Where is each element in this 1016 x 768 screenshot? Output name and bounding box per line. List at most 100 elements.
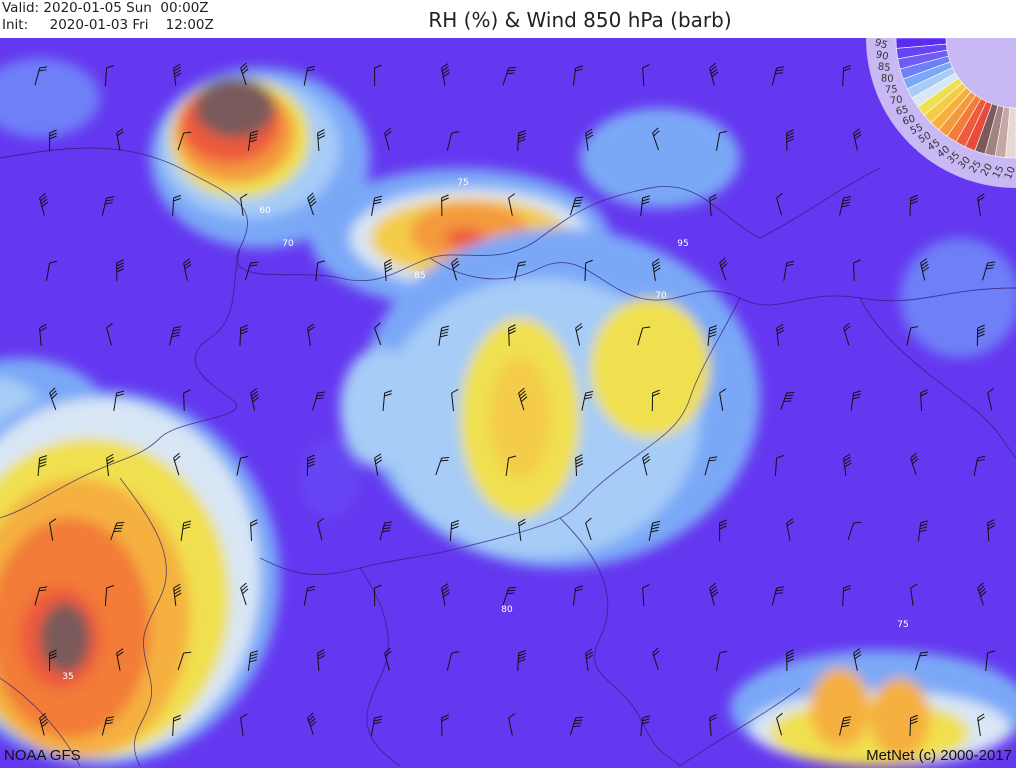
- wind-barb: [581, 391, 594, 411]
- wind-barb: [640, 195, 651, 216]
- wind-barb: [917, 520, 929, 541]
- legend-label: 50: [917, 130, 933, 146]
- legend-label: 95: [873, 38, 888, 52]
- rh-region: [590, 298, 710, 438]
- wind-barb: [307, 323, 315, 346]
- wind-barb: [843, 453, 852, 476]
- wind-barb: [776, 323, 785, 346]
- wind-barb: [502, 66, 517, 86]
- init-time: 2020-01-03 Fri 12:00Z: [49, 17, 214, 33]
- wind-barb: [508, 193, 516, 216]
- wind-barb: [780, 391, 795, 411]
- wind-barb: [173, 452, 181, 476]
- wind-barb: [514, 261, 527, 281]
- wind-barb: [973, 455, 986, 476]
- wind-barb: [449, 520, 459, 541]
- wind-barb: [518, 518, 526, 541]
- wind-barb: [49, 387, 58, 411]
- wind-barb: [370, 715, 383, 736]
- wind-barb: [183, 389, 191, 412]
- wind-barb: [307, 712, 317, 736]
- wind-barb: [49, 518, 57, 541]
- wind-barb: [508, 324, 516, 347]
- wind-barb: [180, 520, 192, 541]
- wind-barb: [169, 326, 182, 346]
- legend-label: 60: [901, 113, 916, 127]
- wind-barb: [987, 387, 994, 411]
- wind-barb: [37, 455, 48, 476]
- wind-barb: [382, 390, 393, 411]
- map-title: RH (%) & Wind 850 hPa (barb): [428, 8, 732, 32]
- wind-barb: [39, 192, 49, 216]
- wind-barb: [317, 649, 326, 671]
- wind-barb: [786, 129, 794, 152]
- wind-barb: [438, 325, 450, 346]
- wind-barb: [517, 649, 526, 672]
- wind-barb: [774, 455, 784, 476]
- wind-barb: [441, 714, 449, 737]
- wind-barb: [34, 66, 48, 86]
- wind-barb: [839, 716, 852, 736]
- wind-barb: [709, 62, 719, 86]
- wind-barb: [909, 194, 918, 217]
- wind-barb: [247, 130, 259, 151]
- wind-barb: [786, 518, 794, 541]
- wind-barb: [709, 713, 717, 736]
- wind-barb: [441, 63, 450, 86]
- wind-barb: [312, 391, 326, 411]
- contour-label: 35: [62, 672, 73, 682]
- rh-region: [580, 108, 740, 208]
- legend-label: 75: [885, 84, 898, 96]
- wind-barb: [977, 713, 985, 736]
- wind-barb: [572, 585, 584, 606]
- wind-barb: [435, 456, 450, 476]
- wind-barb: [771, 66, 785, 86]
- wind-barb: [239, 324, 248, 347]
- wind-barb: [648, 520, 661, 541]
- rh-region: [810, 668, 870, 748]
- wind-barb: [110, 521, 125, 541]
- wind-barb: [451, 388, 459, 411]
- wind-barb: [517, 129, 526, 152]
- wind-barb: [642, 452, 651, 476]
- wind-barb: [446, 131, 460, 151]
- wind-barb: [250, 388, 260, 411]
- wind-barb: [374, 584, 382, 606]
- wind-barb: [569, 716, 584, 736]
- wind-barb: [236, 456, 249, 476]
- legend-label: 10: [1003, 165, 1016, 181]
- source-label: NOAA GFS: [4, 747, 81, 764]
- wind-barb: [642, 64, 650, 86]
- wind-barb: [303, 585, 316, 606]
- wind-barb: [909, 714, 918, 737]
- wind-barb: [106, 453, 115, 476]
- wind-barb: [651, 389, 660, 412]
- wind-barb: [976, 324, 985, 347]
- wind-barb: [715, 650, 728, 671]
- contour-labels: 60 70 75 85 95 70 80 75 35: [62, 178, 908, 682]
- rh-region: [340, 348, 420, 468]
- wind-barb: [850, 390, 862, 411]
- contour-label: 75: [457, 178, 468, 188]
- wind-barb: [374, 453, 383, 476]
- legend-label: 65: [895, 104, 910, 117]
- wind-barb: [104, 65, 114, 86]
- wind-barb: [384, 647, 392, 671]
- valid-time: 2020-01-05 Sun 00:00Z: [43, 0, 209, 16]
- legend-label: 15: [991, 164, 1007, 180]
- wind-barb: [910, 583, 918, 606]
- wind-barb: [247, 650, 259, 671]
- wind-barb: [173, 583, 182, 606]
- wind-barb: [715, 130, 728, 151]
- wind-barb: [707, 325, 718, 346]
- rh-region: [900, 238, 1016, 358]
- legend-label: 80: [881, 73, 894, 85]
- legend-label: 85: [877, 61, 891, 74]
- wind-barb: [652, 647, 660, 671]
- wind-barb: [637, 326, 651, 346]
- contour-label: 60: [259, 206, 271, 216]
- wind-barb: [585, 648, 594, 671]
- wind-barb: [116, 648, 124, 671]
